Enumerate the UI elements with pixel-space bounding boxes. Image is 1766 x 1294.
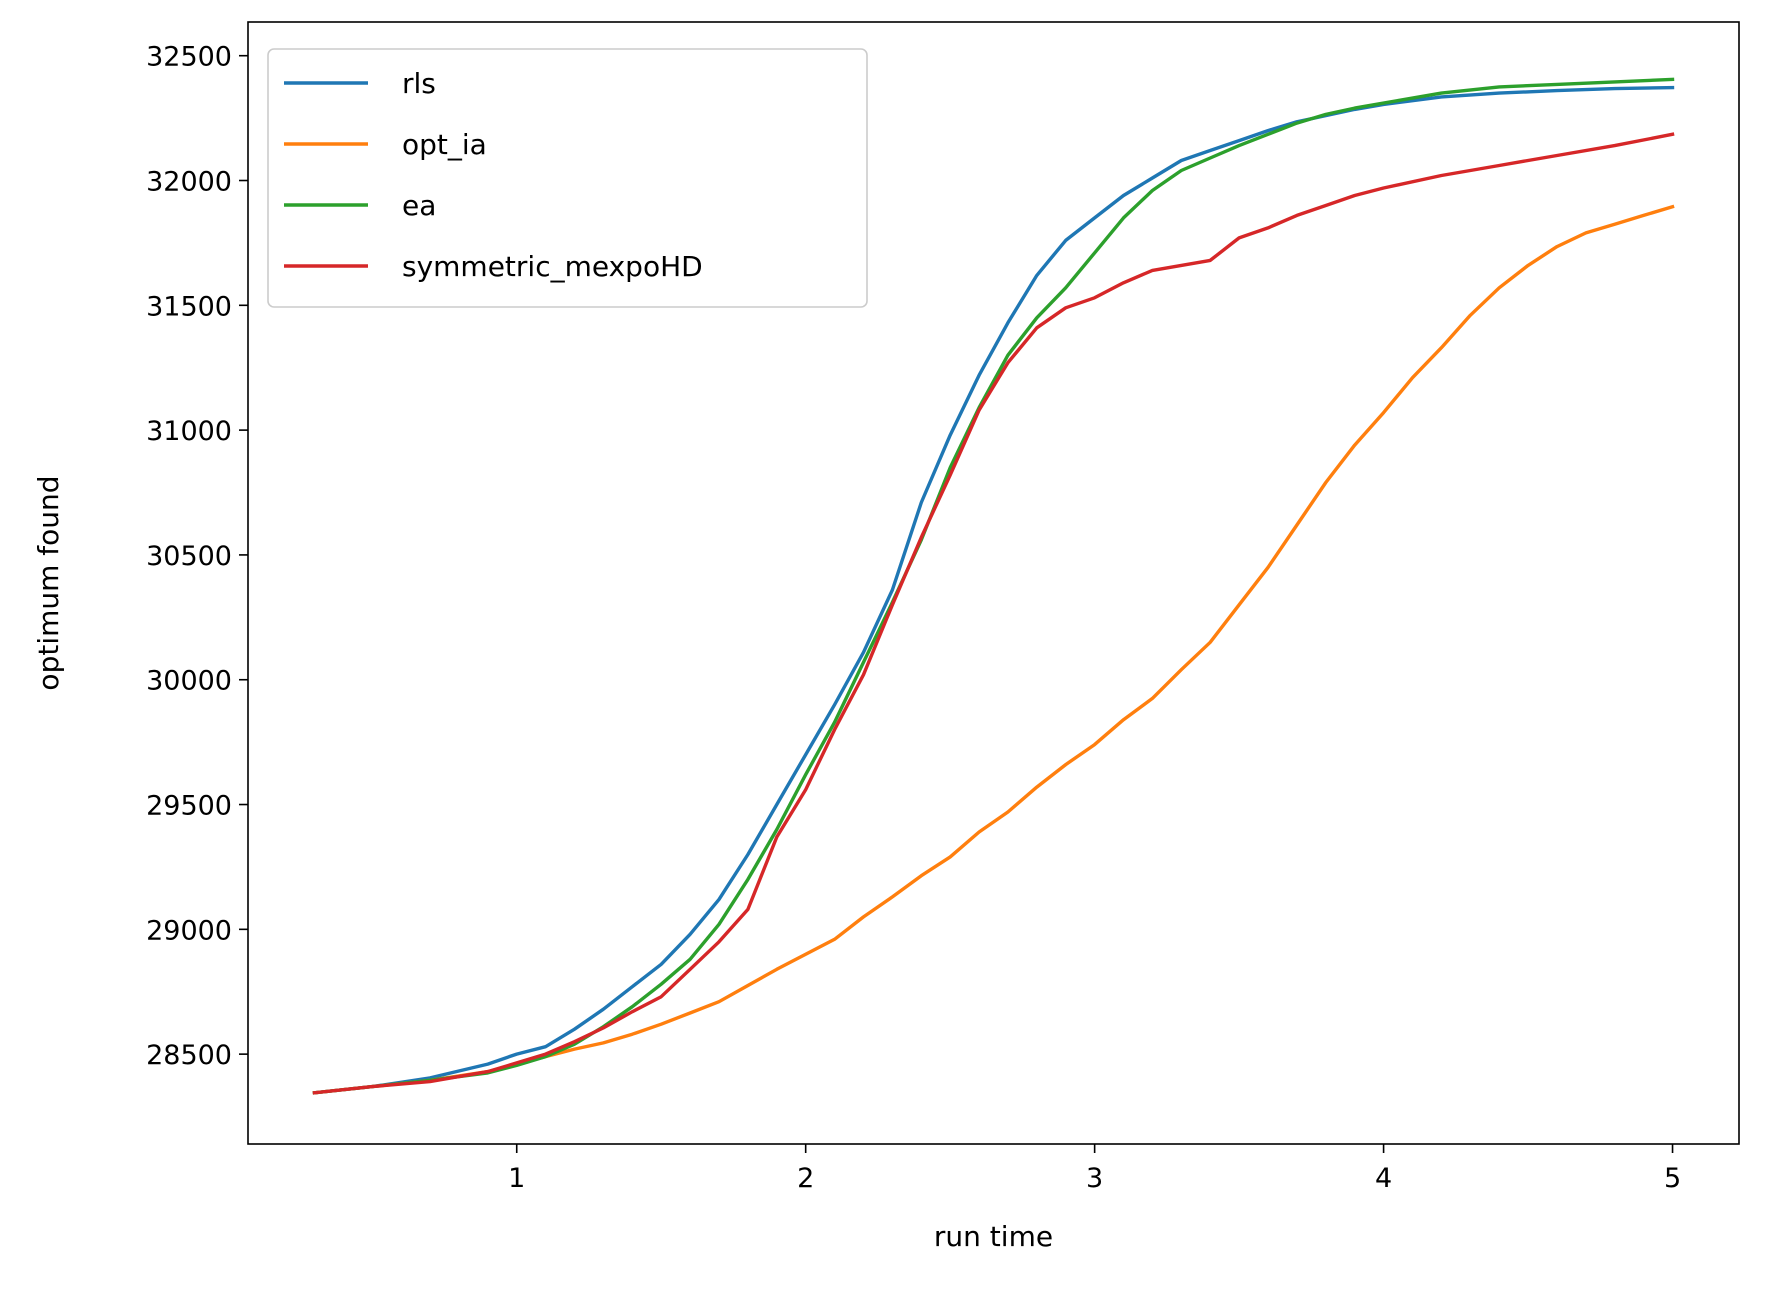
- y-tick-label: 28500: [146, 1040, 232, 1071]
- legend-label-ea: ea: [402, 189, 436, 222]
- x-tick-label: 3: [1086, 1163, 1103, 1194]
- legend-box: [267, 48, 868, 308]
- x-axis: 1 2 3 4 5: [508, 1144, 1681, 1194]
- legend-label-rls: rls: [402, 67, 436, 100]
- legend-label-symmetric-mexpoHD: symmetric_mexpoHD: [402, 250, 703, 283]
- x-tick-label: 1: [508, 1163, 525, 1194]
- y-tick-label: 30000: [146, 666, 232, 697]
- legend-label-opt-ia: opt_ia: [402, 128, 487, 161]
- series-line-symmetric-mexpoHD: [312, 132, 1675, 1095]
- series-layer: [312, 77, 1675, 1095]
- y-tick-label: 32000: [146, 167, 232, 198]
- y-tick-label: 32500: [146, 42, 232, 73]
- x-tick-label: 2: [797, 1163, 814, 1194]
- y-tick-label: 29000: [146, 915, 232, 946]
- y-tick-label: 31500: [146, 291, 232, 322]
- plot-frame: [247, 21, 1740, 1145]
- x-tick-label: 4: [1375, 1163, 1392, 1194]
- x-tick-label: 5: [1664, 1163, 1681, 1194]
- y-axis: 28500 29000 29500 30000 30500 31000 31500 32000…: [146, 42, 248, 1071]
- x-axis-label: run time: [934, 1220, 1053, 1253]
- series-line-opt-ia: [312, 204, 1675, 1095]
- y-tick-label: 30500: [146, 541, 232, 572]
- y-tick-label: 29500: [146, 791, 232, 822]
- y-tick-label: 31000: [146, 416, 232, 447]
- y-axis-label: optimum found: [32, 475, 65, 690]
